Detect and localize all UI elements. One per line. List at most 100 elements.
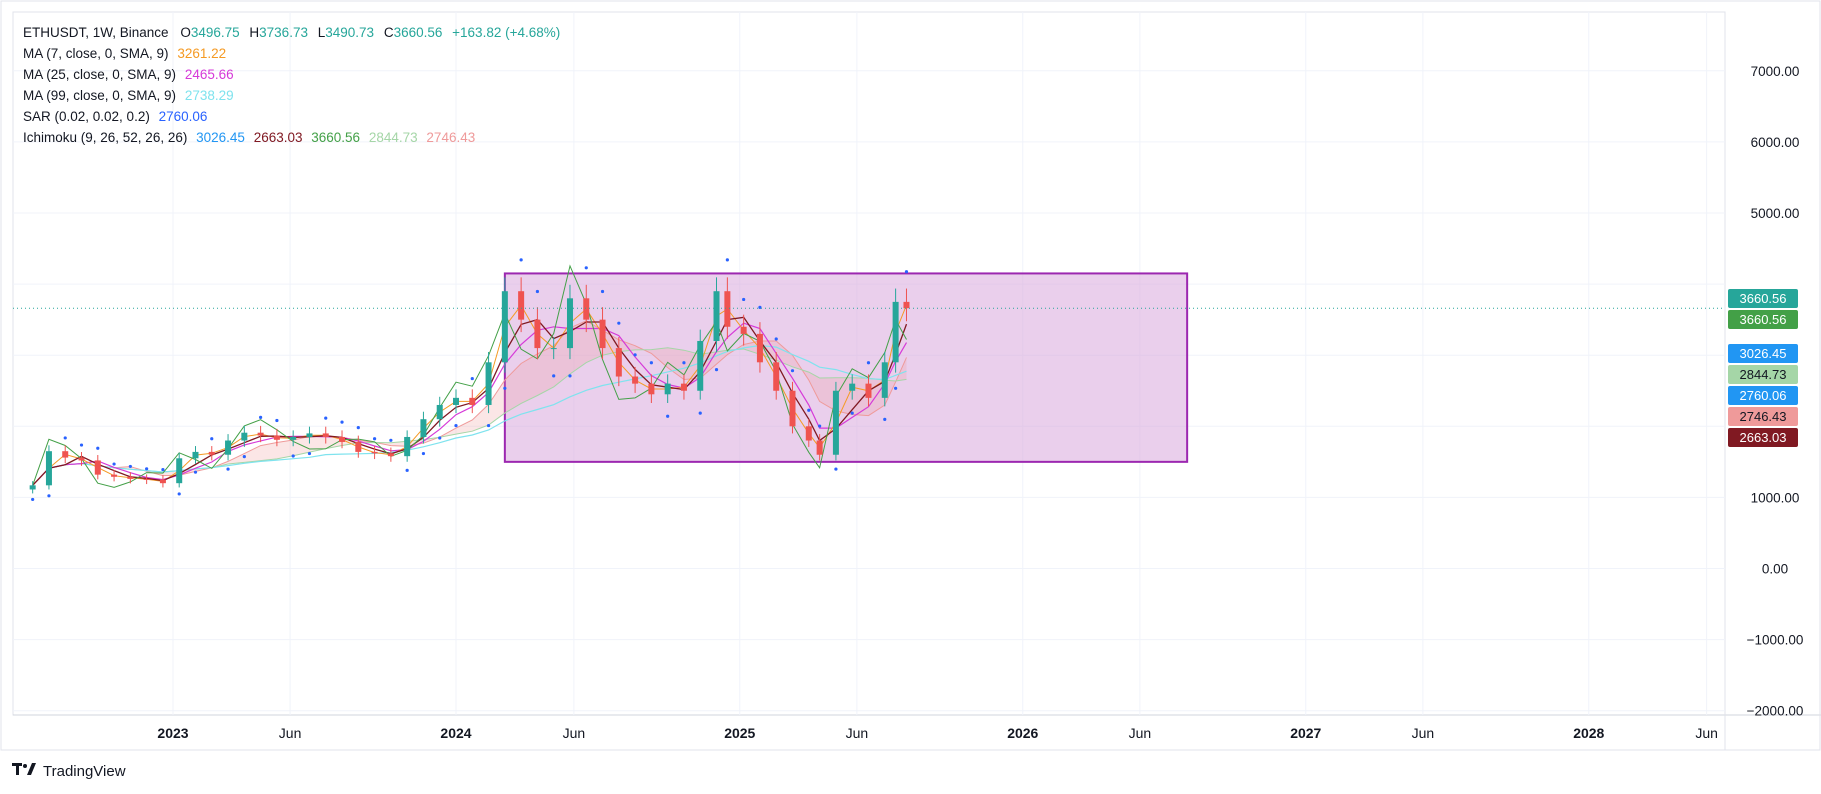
indicator-value: 3261.22 [177,46,227,61]
y-tick-label: 5000.00 [1751,206,1800,221]
candle-body [159,479,166,484]
indicator-row-ma7[interactable]: MA (7, close, 0, SMA, 9) 3261.22 [23,43,560,64]
candle-body [420,419,427,437]
candle-body [29,485,36,490]
y-tick-label: −1000.00 [1747,633,1804,648]
indicator-value: 2465.66 [184,67,234,82]
indicator-label: MA (99, close, 0, SMA, 9) [23,88,177,103]
sar-dot [177,492,181,496]
tradingview-brand[interactable]: TradingView [12,762,126,780]
sar-dot [519,258,523,262]
price-tag: 2760.06 [1728,385,1798,405]
candle-body [78,457,85,461]
sar-dot [275,418,279,423]
indicator-row-ma25[interactable]: MA (25, close, 0, SMA, 9) 2465.66 [23,64,560,85]
indicator-value: 2746.43 [426,130,476,145]
sar-dot [421,451,426,456]
chart-border [0,0,1821,751]
y-tick-label: 0.00 [1762,562,1788,577]
x-tick-label: 2028 [1573,725,1604,741]
sar-dot [894,386,898,390]
candle-body [62,451,69,458]
sar-dot [193,470,198,474]
indicator-row-ichimoku[interactable]: Ichimoku (9, 26, 52, 26, 26) 3026.45 266… [23,127,560,148]
indicator-value: 2663.03 [253,130,303,145]
low-label: L [317,25,326,40]
sar-dot [584,266,588,270]
sar-dot [742,297,746,302]
candle-body [225,440,232,455]
sar-dot [242,455,246,459]
indicator-value: 2844.73 [368,130,418,145]
x-tick-label: Jun [1695,725,1718,741]
candle-body [290,436,297,440]
indicator-label: MA (7, close, 0, SMA, 9) [23,46,169,61]
sar-dot [666,414,670,418]
sar-dot [904,270,909,274]
sar-dot [63,436,67,440]
candle-body [566,298,573,349]
candle-body [322,433,329,437]
x-tick-label: 2023 [157,725,188,741]
sar-dot [486,423,491,428]
candle-body [713,291,720,341]
sar-dot [79,443,84,447]
x-tick-label: Jun [563,725,586,741]
candle-body [583,298,590,320]
candle-body [773,362,780,391]
sar-dot [128,464,132,469]
x-tick-label: 2025 [724,725,755,741]
candle-body [740,326,747,334]
sar-dot [883,417,887,421]
highlight-rectangle [503,272,1189,463]
candle-body [208,451,215,455]
candle-body [111,474,118,477]
sar-dot [535,289,540,294]
sar-dot [226,467,230,471]
candle-body [805,426,812,441]
candle-body [615,348,622,377]
sar-dot [259,415,263,419]
low-value: 3490.73 [325,25,375,40]
indicator-value: 2738.29 [184,88,234,103]
indicator-row-ma99[interactable]: MA (99, close, 0, SMA, 9) 2738.29 [23,85,560,106]
candle-body [599,319,606,349]
sar-dot [552,374,556,378]
sar-dot [807,408,811,412]
candle-body [306,433,313,437]
candle-body [789,390,796,427]
candle-body [469,397,476,405]
sar-dot [649,361,653,365]
sar-dot [389,438,393,442]
indicator-row-sar[interactable]: SAR (0.02, 0.02, 0.2) 2760.06 [23,106,560,127]
candle-body [648,383,655,395]
sar-dot [818,424,822,428]
sar-dot [47,494,51,498]
sar-dot [600,289,605,294]
sar-dot [834,467,838,471]
candle-body [436,404,443,420]
y-tick-label: 1000.00 [1751,490,1800,505]
sar-dot [112,462,116,466]
x-tick-label: Jun [279,725,302,741]
candle-body [849,383,856,391]
sar-dot [340,420,344,424]
sar-dot [145,467,149,471]
candle-body [371,451,378,454]
candle-body [680,383,687,391]
price-tag: 3026.45 [1728,343,1798,363]
price-tag: 2844.73 [1728,364,1798,384]
y-tick-label: −2000.00 [1747,704,1804,719]
sar-dot [850,411,854,415]
x-tick-label: Jun [846,725,869,741]
price-tag: 2746.43 [1728,406,1798,426]
x-tick-label: 2024 [440,725,471,741]
candle-body [176,458,183,484]
candle-body [724,291,731,327]
candle-body [241,432,248,441]
indicator-label: Ichimoku (9, 26, 52, 26, 26) [23,130,188,145]
candle-body [339,436,346,442]
y-tick-label: 7000.00 [1751,64,1800,79]
sar-dot [617,321,621,325]
